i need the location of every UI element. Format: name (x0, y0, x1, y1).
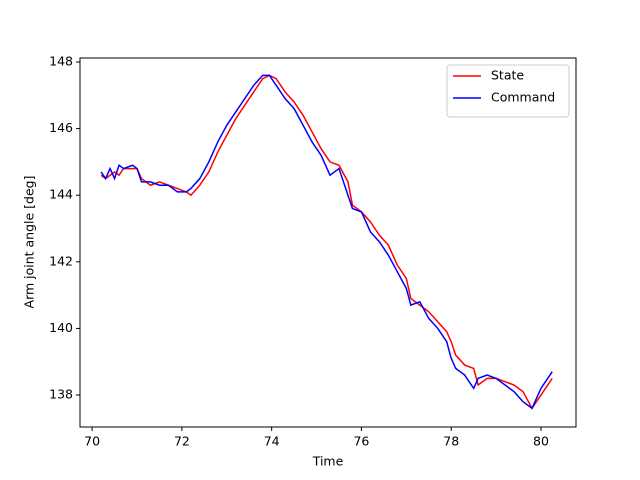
x-tick-label: 78 (443, 434, 459, 449)
legend-box (446, 64, 570, 118)
x-axis-label: Time (312, 454, 344, 469)
plot-frame (79, 57, 577, 428)
x-tick-label: 72 (174, 434, 190, 449)
legend-label: State (491, 68, 524, 83)
x-tick-label: 74 (264, 434, 280, 449)
y-tick-label: 144 (49, 187, 73, 202)
y-tick-label: 148 (49, 53, 73, 68)
x-tick-label: 70 (84, 434, 100, 449)
x-tick-label: 80 (533, 434, 549, 449)
y-tick-label: 138 (49, 387, 73, 402)
x-tick-label: 76 (353, 434, 369, 449)
legend-label: Command (491, 90, 555, 105)
y-tick-label: 142 (49, 253, 73, 268)
y-tick-label: 146 (49, 120, 73, 135)
y-tick-label: 140 (49, 320, 73, 335)
y-axis-label: Arm joint angle [deg] (22, 176, 37, 309)
data-line (100, 74, 553, 410)
